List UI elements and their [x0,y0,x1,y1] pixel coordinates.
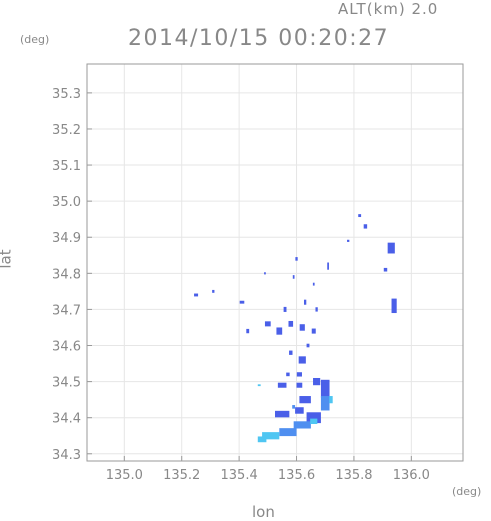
echo-cell-24 [298,356,306,364]
echo-cell-16 [276,327,283,335]
echo-cell-20 [283,306,287,312]
y-tick-label-5: 34.8 [52,267,81,282]
y-tick-label-8: 35.1 [52,159,81,174]
echo-cell-0 [358,214,362,218]
y-tick-label-6: 34.9 [52,231,81,246]
grid-lines [87,64,463,461]
echo-cell-40 [257,436,267,443]
echo-cell-37 [293,421,311,429]
x-tick-label-2: 135.4 [221,468,258,483]
echo-cell-18 [299,324,305,331]
y-tick-label-2: 34.5 [52,376,81,391]
echo-cell-36 [329,396,333,404]
echo-cell-28 [296,382,303,388]
plot-frame [86,63,464,462]
echo-cell-25 [296,372,302,377]
echo-cell-14 [246,328,250,334]
echo-cell-6 [327,262,329,270]
echo-cell-26 [286,372,290,377]
echo-cell-2 [387,242,395,254]
echo-cell-35 [306,412,321,424]
echo-cell-1 [363,224,368,229]
echo-cell-5 [347,239,350,242]
echo-cell-33 [275,410,290,418]
y-tick-label-3: 34.6 [52,340,81,355]
echo-cell-7 [295,257,298,261]
echo-cell-9 [312,282,315,286]
echo-cell-17 [288,320,294,327]
echo-cell-15 [264,321,271,327]
echo-cell-13 [239,300,245,304]
y-tick-label-1: 34.4 [52,412,81,427]
echo-cell-38 [279,428,297,437]
echo-cell-10 [264,272,266,275]
echo-cells [194,214,397,443]
y-tick-label-0: 34.3 [52,448,81,463]
echo-cell-19 [311,328,316,334]
y-ticks: 34.3 34.4 34.5 34.6 34.7 34.8 34.9 35.0 35.1 35.2… [52,87,92,463]
x-tick-label-5: 136.0 [393,468,430,483]
echo-cell-39 [262,432,280,440]
echo-cell-32 [295,407,304,414]
x-tick-label-0: 135.0 [106,468,143,483]
y-tick-label-4: 34.7 [52,303,81,318]
echo-cell-22 [315,307,318,312]
echo-cell-8 [292,275,295,279]
y-tick-label-7: 35.0 [52,195,81,210]
x-tick-label-4: 135.8 [335,468,372,483]
y-tick-label-9: 35.2 [52,123,81,138]
echo-cell-31 [299,396,311,404]
x-unit-label: (deg) [452,485,482,498]
echo-cell-23 [289,350,293,355]
x-axis-label: lon [252,503,275,521]
echo-cell-27 [277,382,287,388]
echo-cell-21 [303,299,307,305]
echo-cell-43 [292,405,296,409]
echo-cell-30 [320,379,330,398]
x-tick-label-3: 135.6 [278,468,315,483]
echo-cell-42 [257,384,261,387]
echo-cell-12 [212,289,215,293]
echo-cell-29 [313,377,321,386]
y-unit-label: (deg) [20,33,50,46]
y-tick-label-10: 35.3 [52,87,81,102]
x-ticks: 135.0 135.2 135.4 135.6 135.8 136.0 [106,456,430,483]
echo-cell-34 [320,396,330,411]
chart-title-timestamp: 2014/10/15 00:20:27 [128,26,390,51]
echo-cell-11 [194,293,199,297]
echo-cell-4 [391,298,397,314]
echo-cell-41 [310,418,318,425]
altitude-label: ALT(km) 2.0 [338,0,439,18]
echo-cell-44 [306,343,310,348]
x-tick-label-1: 135.2 [163,468,200,483]
echo-cell-3 [383,267,388,272]
